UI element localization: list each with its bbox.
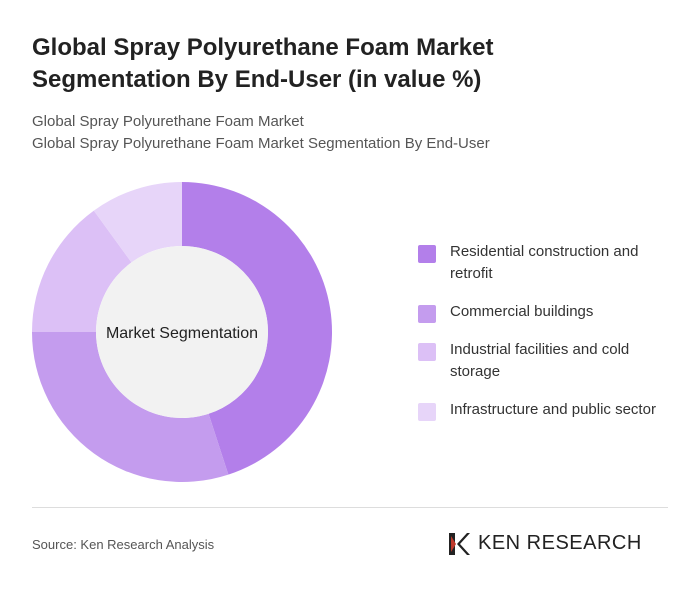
donut-segment bbox=[93, 182, 182, 263]
divider bbox=[32, 507, 668, 508]
donut-segment bbox=[32, 210, 132, 332]
donut-hole bbox=[96, 246, 268, 418]
legend-label: Infrastructure and public sector bbox=[450, 401, 656, 418]
chart-title: Global Spray Polyurethane Foam Market Se… bbox=[32, 34, 494, 93]
legend-label: Commercial buildings bbox=[450, 303, 594, 320]
legend-item: Residential construction and retrofit bbox=[418, 241, 678, 285]
logo-icon bbox=[449, 533, 470, 555]
legend-swatch bbox=[418, 245, 436, 263]
legend-item: Industrial facilities and cold storage bbox=[418, 339, 678, 383]
legend-swatch bbox=[418, 403, 436, 421]
center-label: Market Segmentation bbox=[106, 325, 258, 342]
legend-swatch bbox=[418, 343, 436, 361]
legend-label: Residential construction and retrofit bbox=[450, 243, 639, 282]
donut-segment bbox=[182, 182, 333, 475]
subtitle: Global Spray Polyurethane Foam Market Se… bbox=[32, 135, 490, 152]
legend-swatch bbox=[418, 305, 436, 323]
brand: KEN RESEARCH bbox=[478, 532, 642, 554]
source: Source: Ken Research Analysis bbox=[32, 537, 215, 552]
legend-label: Industrial facilities and cold storage bbox=[450, 341, 630, 380]
donut-segment bbox=[32, 332, 229, 482]
legend-item: Commercial buildings bbox=[418, 301, 678, 323]
legend: Residential construction and retrofit Com… bbox=[418, 241, 678, 437]
subtitle: Global Spray Polyurethane Foam Market bbox=[32, 113, 304, 130]
legend-item: Infrastructure and public sector bbox=[418, 399, 678, 421]
